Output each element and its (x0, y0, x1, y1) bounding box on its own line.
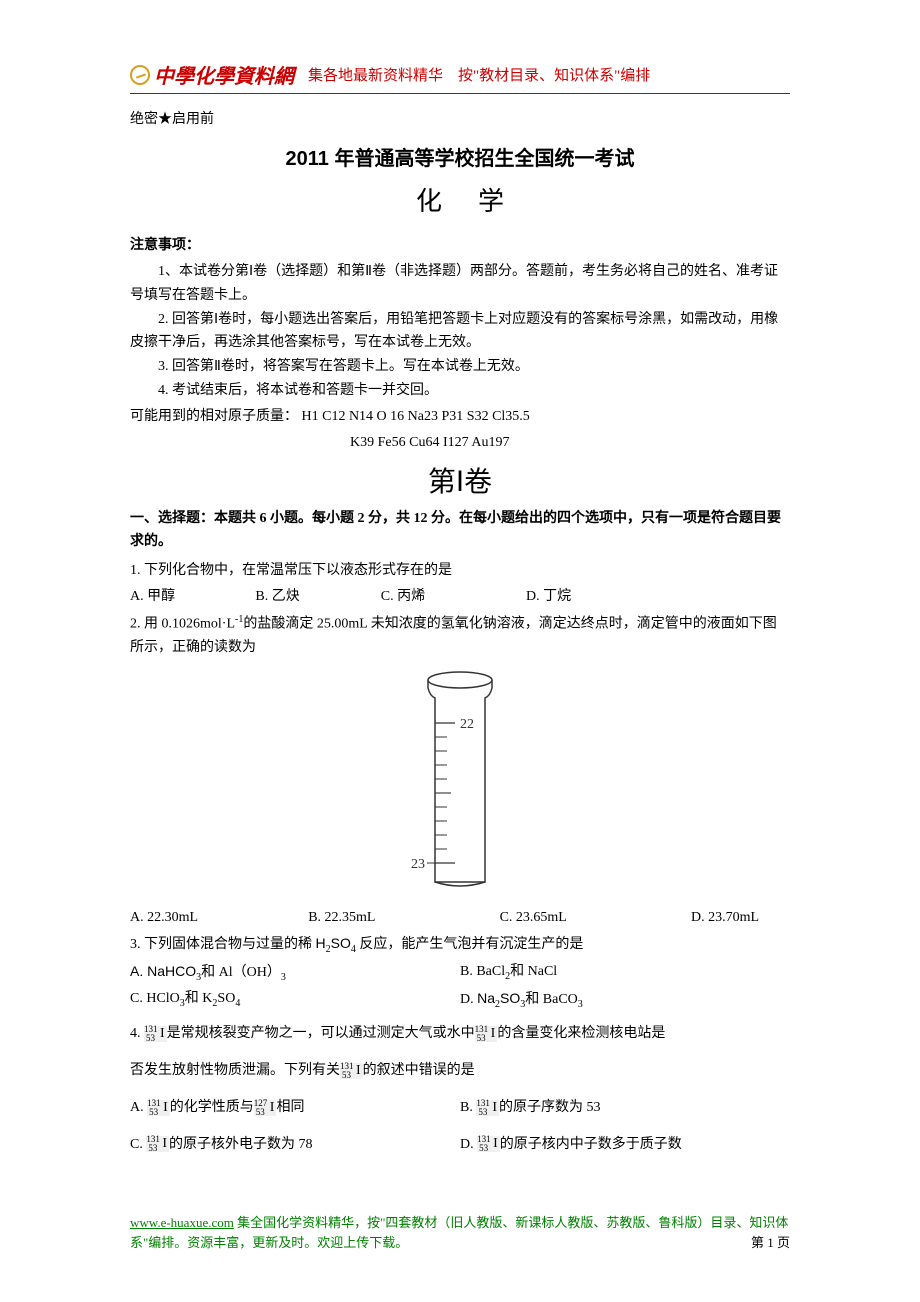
header-subtitle: 集各地最新资料精华 按"教材目录、知识体系"编排 (308, 64, 650, 85)
q4-options-row1: A. 13153I的化学性质与12753I相同 B. 13153I的原子序数为 … (130, 1093, 790, 1124)
q1-opt-d: D. 丁烷 (526, 585, 691, 609)
q4-text-line1: 4. 13153I是常规核裂变产物之一，可以通过测定大气或水中13153I的含量… (130, 1019, 790, 1050)
q3-opt-a: A. NaHCO3和 Al（OH）3 (130, 960, 460, 986)
q2-options: A. 22.30mL B. 22.35mL C. 23.65mL D. 23.7… (130, 906, 790, 930)
q4-options-row2: C. 13153I的原子核外电子数为 78 D. 13153I的原子核内中子数多… (130, 1130, 790, 1161)
isotope-i131-1: 13153I (144, 1026, 167, 1042)
notice-item-4: 4. 考试结束后，将本试卷和答题卡一并交回。 (130, 379, 790, 403)
atomic-mass-line2: K39 Fe56 Cu64 I127 Au197 (350, 431, 790, 455)
q1-opt-a: A. 甲醇 (130, 585, 255, 609)
section-1-instruction: 一、选择题：本题共 6 小题。每小题 2 分，共 12 分。在每小题给出的四个选… (130, 508, 790, 553)
isotope-i131-3: 13153I (340, 1063, 363, 1079)
q4-opt-d: D. 13153I的原子核内中子数多于质子数 (460, 1130, 790, 1161)
q4-opt-c: C. 13153I的原子核外电子数为 78 (130, 1130, 460, 1161)
q1-options: A. 甲醇 B. 乙炔 C. 丙烯 D. 丁烷 (130, 585, 790, 609)
page-footer: www.e-huaxue.com 集全国化学资料精华，按"四套教材（旧人教版、新… (130, 1213, 790, 1252)
q1-text: 1. 下列化合物中，在常温常压下以液态形式存在的是 (130, 559, 790, 583)
q2-opt-a: A. 22.30mL (130, 906, 308, 930)
q3-opt-d: D. Na2SO3和 BaCO3 (460, 987, 790, 1013)
q1-opt-c: C. 丙烯 (381, 585, 526, 609)
notice-item-3: 3. 回答第Ⅱ卷时，将答案写在答题卡上。写在本试卷上无效。 (130, 355, 790, 379)
atomic-mass-line1: 可能用到的相对原子质量： H1 C12 N14 O 16 Na23 P31 S3… (130, 405, 790, 429)
notice-item-1: 1、本试卷分第Ⅰ卷（选择题）和第Ⅱ卷（非选择题）两部分。答题前，考生务必将自己的… (130, 260, 790, 308)
q1-opt-b: B. 乙炔 (255, 585, 380, 609)
q3-opt-b: B. BaCl2和 NaCl (460, 960, 790, 986)
svg-text:23: 23 (411, 857, 425, 872)
subject-title: 化学 (130, 181, 790, 218)
q3-opt-c: C. HClO3和 K2SO4 (130, 987, 460, 1013)
section-1-title: 第Ⅰ卷 (130, 460, 790, 500)
isotope-i131-2: 13153I (475, 1026, 498, 1042)
page-number: 第 1 页 (751, 1233, 790, 1253)
footer-link[interactable]: www.e-huaxue.com (130, 1215, 234, 1230)
svg-text:22: 22 (460, 717, 474, 732)
q2-opt-d: D. 23.70mL (691, 906, 759, 930)
exam-title: 2011 年普通高等学校招生全国统一考试 (130, 142, 790, 171)
q3-options-row2: C. HClO3和 K2SO4 D. Na2SO3和 BaCO3 (130, 987, 790, 1013)
logo-icon (130, 65, 150, 85)
notice-header: 注意事项： (130, 234, 790, 254)
q2-prefix: 2. 用 0.1026mol·L (130, 616, 235, 631)
q4-text-line2: 否发生放射性物质泄漏。下列有关13153I的叙述中错误的是 (130, 1056, 790, 1087)
q3-options-row1: A. NaHCO3和 Al（OH）3 B. BaCl2和 NaCl (130, 960, 790, 986)
site-logo: 中學化學資料網 (130, 60, 294, 89)
q2-opt-b: B. 22.35mL (308, 906, 499, 930)
notice-item-2: 2. 回答第Ⅰ卷时，每小题选出答案后，用铅笔把答题卡上对应题没有的答案标号涂黑，… (130, 308, 790, 356)
q4-opt-a: A. 13153I的化学性质与12753I相同 (130, 1093, 460, 1124)
q2-text: 2. 用 0.1026mol·L-1的盐酸滴定 25.00mL 未知浓度的氢氧化… (130, 611, 790, 660)
burette-figure: 22 23 (130, 668, 790, 898)
q2-opt-c: C. 23.65mL (500, 906, 691, 930)
page-header: 中學化學資料網 集各地最新资料精华 按"教材目录、知识体系"编排 (130, 60, 790, 94)
burette-svg: 22 23 (405, 668, 515, 898)
logo-text: 中學化學資料網 (154, 60, 294, 89)
q3-text: 3. 下列固体混合物与过量的稀 H2SO4 反应，能产生气泡并有沉淀生产的是 (130, 932, 790, 958)
secret-label: 绝密★启用前 (130, 108, 790, 128)
q4-opt-b: B. 13153I的原子序数为 53 (460, 1093, 790, 1124)
